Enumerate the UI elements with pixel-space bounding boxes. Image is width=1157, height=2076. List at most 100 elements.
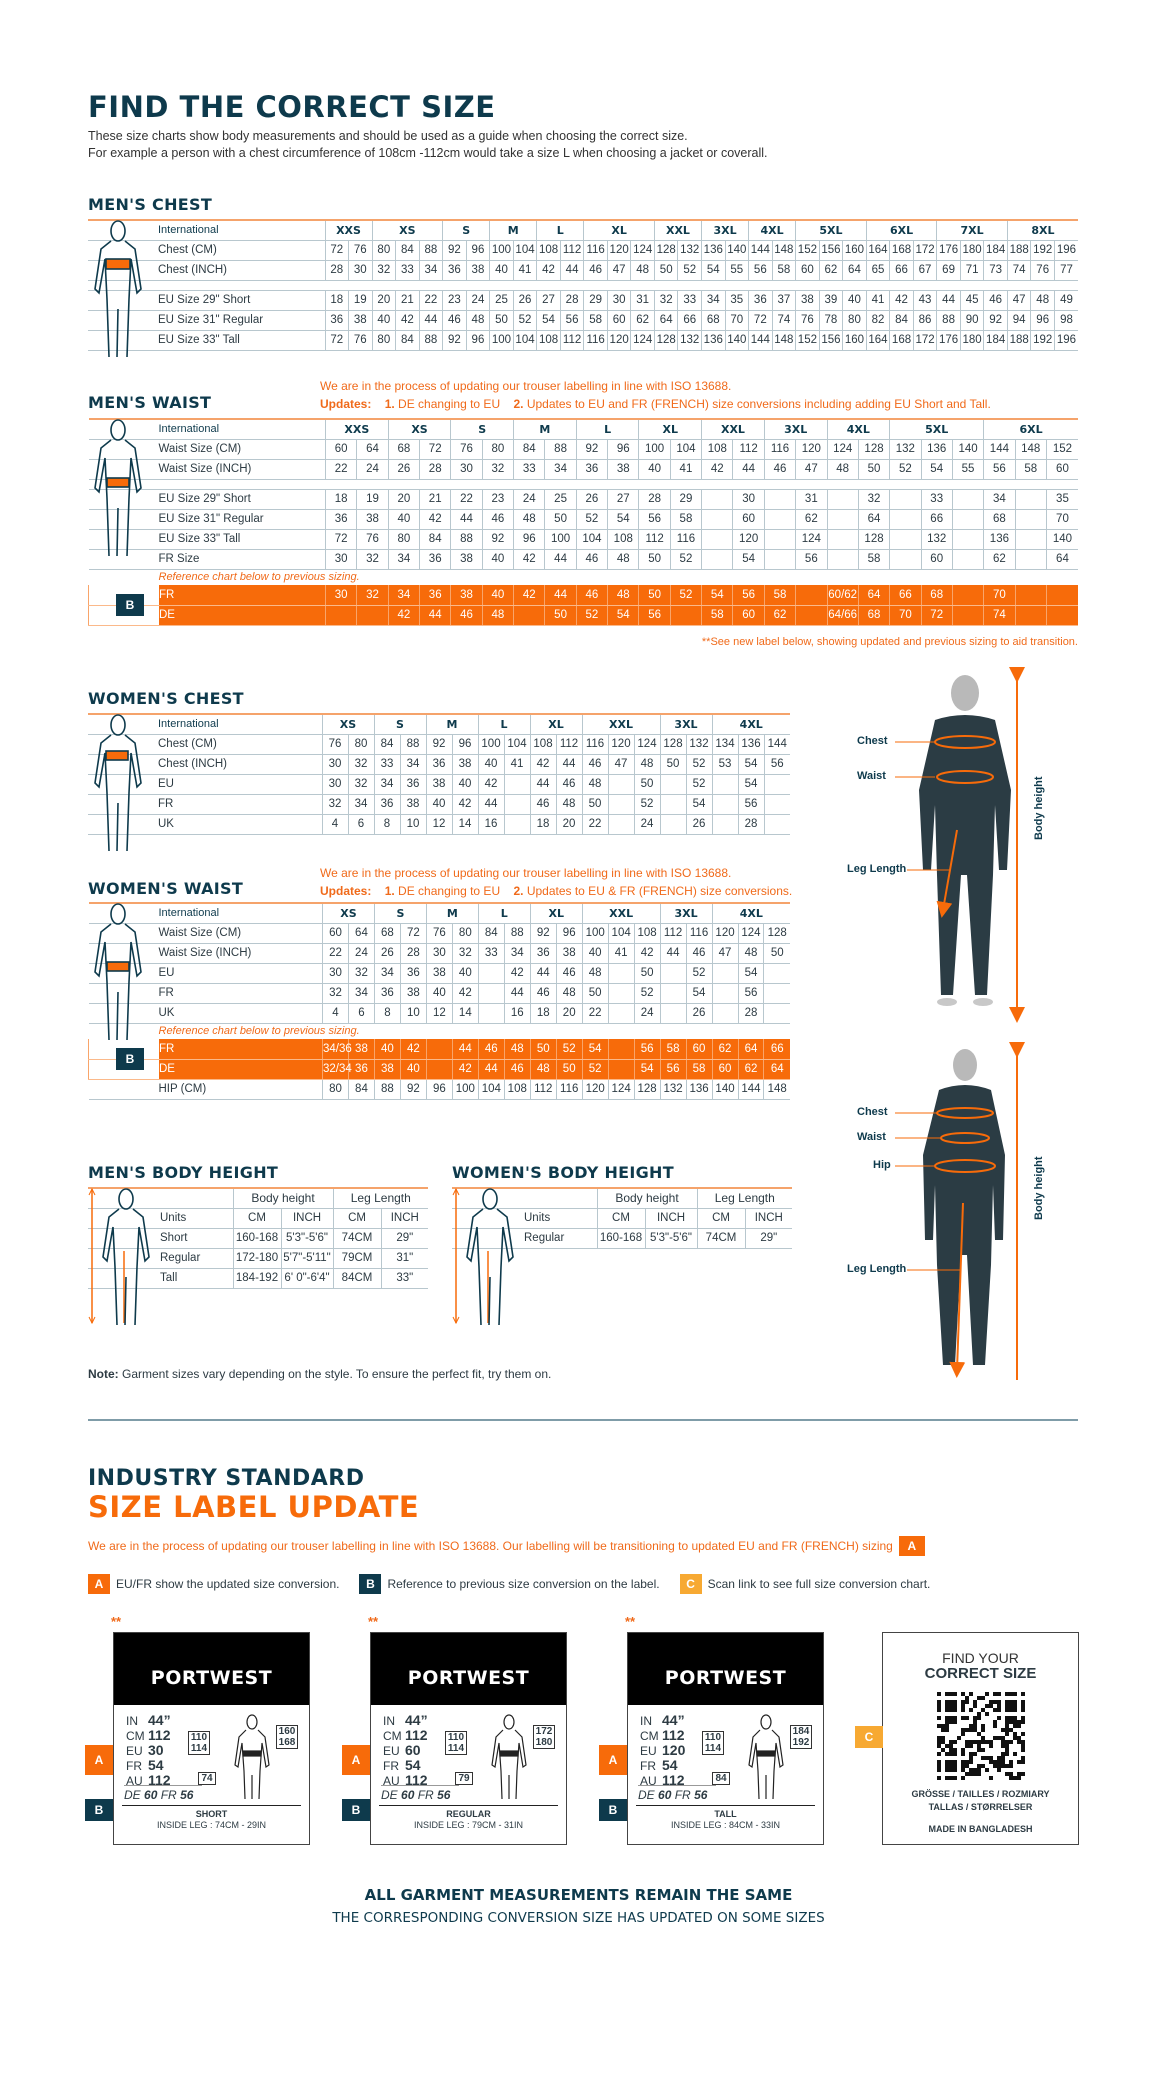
- table-cell: 47: [1006, 290, 1031, 311]
- table-cell: 32: [347, 754, 374, 775]
- table-cell: 52: [581, 1059, 609, 1080]
- table-cell: 38: [555, 943, 583, 964]
- table-cell: [763, 814, 790, 835]
- table-row: FR Size 30 32 34 36 38 40 42 44 46 48 50 52 54 56 58 60 6…: [88, 549, 1078, 570]
- table-cell: 38: [348, 310, 373, 331]
- table-cell: 100: [489, 240, 514, 261]
- size-value: 112: [405, 1727, 428, 1743]
- table-cell: [425, 1059, 453, 1080]
- label-sizes: IN 44” CM 112 EU 30 FR 54 AU 112: [126, 1713, 171, 1788]
- row-label: Chest (INCH): [88, 754, 322, 775]
- qr-code-icon[interactable]: [936, 1692, 1025, 1780]
- row-label: Waist Size (INCH): [88, 943, 323, 964]
- table-cell: 30: [324, 585, 357, 606]
- table-cell: [701, 509, 733, 530]
- table-cell: 34: [373, 774, 400, 795]
- table-cell: [795, 585, 827, 606]
- unit-header: CM: [232, 1208, 281, 1229]
- table-cell: 36: [419, 549, 451, 570]
- table-cell: 42: [399, 1039, 427, 1060]
- table-cell: 40: [489, 260, 514, 281]
- units-row: Units CM INCH CM INCH: [452, 1208, 793, 1229]
- reference-row: DE 42 44 46 48 50 52 54 56 58 60 62 64/66 68 70 72 74: [88, 605, 1078, 626]
- table-cell: 56: [732, 585, 765, 606]
- table-cell: [503, 794, 530, 815]
- de-value: 60: [658, 1788, 672, 1802]
- table-cell: 42: [419, 509, 451, 530]
- table-cell: 32: [371, 260, 396, 281]
- table-cell: 164: [865, 330, 890, 351]
- table-cell: 184-192: [232, 1268, 281, 1289]
- inside-leg: INSIDE LEG : 84CM - 33IN: [670, 1820, 781, 1830]
- table-cell: 50: [555, 1059, 583, 1080]
- table-cell: [701, 549, 733, 570]
- table-row: EU Size 33" Tall 72 76 80 84 88 92 96 100 104 108 1…: [88, 330, 1078, 351]
- table-cell: 112: [559, 330, 584, 351]
- table-row: EU Size 29" Short 18 19 20 21 22 23 24 25 26 27 28 2…: [88, 489, 1078, 510]
- table-cell: 28: [638, 489, 671, 510]
- size-table: International XS S M L XL XXL 3XL 4XL Chest (CM) 7…: [88, 713, 790, 835]
- table-cell: 88: [544, 439, 577, 460]
- table-cell: [763, 549, 796, 570]
- table-cell: 40: [425, 794, 452, 815]
- womens-waist-notice: We are in the process of updating our tr…: [320, 864, 792, 900]
- body-figure-icon: [88, 418, 148, 563]
- table-cell: 132: [685, 734, 712, 755]
- table-cell: 44: [555, 754, 582, 775]
- badge-c: C: [855, 1726, 883, 1748]
- table-cell: 56: [737, 983, 764, 1004]
- table-cell: 52: [555, 1039, 583, 1060]
- table-cell: 32: [356, 549, 389, 570]
- table-cell: 20: [371, 290, 396, 311]
- table-cell: 30: [322, 963, 349, 984]
- table-cell: 74CM: [696, 1228, 746, 1249]
- row-label: FR: [88, 983, 323, 1004]
- qr-size-card: FIND YOUR CORRECT SIZE GRÖSSE / TAILLES …: [882, 1632, 1079, 1845]
- table-cell: 62: [983, 549, 1016, 570]
- table-cell: 76: [348, 240, 373, 261]
- group-header: Leg Length: [696, 1187, 793, 1209]
- table-cell: [1045, 585, 1078, 606]
- table-cell: 32: [321, 794, 348, 815]
- page-title: FIND THE CORRECT SIZE: [88, 90, 496, 124]
- table-cell: 100: [451, 1079, 479, 1100]
- label-size-row: IN 44”: [640, 1713, 685, 1728]
- divider: [636, 1805, 815, 1806]
- table-cell: [607, 1039, 635, 1060]
- table-cell: 38: [373, 1059, 401, 1080]
- waist-box: 110 114: [445, 1731, 467, 1755]
- blank-cell: [88, 1187, 233, 1209]
- table-cell: 72: [920, 605, 953, 626]
- table-cell: 56: [638, 605, 671, 626]
- table-cell: 120: [606, 330, 631, 351]
- table-cell: 48: [465, 310, 490, 331]
- table-cell: 68: [983, 509, 1016, 530]
- table-cell: 56: [795, 549, 827, 570]
- table-cell: 30: [324, 549, 357, 570]
- table-cell: 50: [633, 963, 661, 984]
- table-cell: 72: [419, 439, 451, 460]
- table-cell: [711, 774, 738, 795]
- table-cell: 24: [513, 489, 545, 510]
- table-cell: [763, 963, 790, 984]
- table-row: EU 30 32 34 36 38 40 42 44 46 48 50 52 54: [88, 963, 790, 984]
- size-header: 3XL: [700, 219, 749, 241]
- table-cell: 52: [685, 963, 713, 984]
- table-cell: 124: [737, 923, 764, 944]
- table-cell: [503, 774, 530, 795]
- table-cell: 4: [322, 1003, 349, 1024]
- leg-box: 79: [455, 1772, 473, 1785]
- table-cell: 108: [701, 439, 733, 460]
- table-cell: 124: [826, 439, 859, 460]
- table-cell: 116: [685, 923, 713, 944]
- table-cell: 160-168: [596, 1228, 645, 1249]
- table-cell: 96: [555, 923, 583, 944]
- table-cell: 112: [559, 240, 584, 261]
- table-cell: 172: [912, 330, 937, 351]
- label-size-row: AU 112: [126, 1773, 171, 1788]
- table-row: Waist Size (CM) 60 64 68 72 76 80 84 88 92 96 100 10…: [88, 439, 1078, 460]
- badge-b: B: [85, 1799, 113, 1821]
- table-cell: 76: [450, 439, 483, 460]
- table-cell: 60: [795, 260, 820, 281]
- body-height-label: Body height: [1033, 1156, 1045, 1220]
